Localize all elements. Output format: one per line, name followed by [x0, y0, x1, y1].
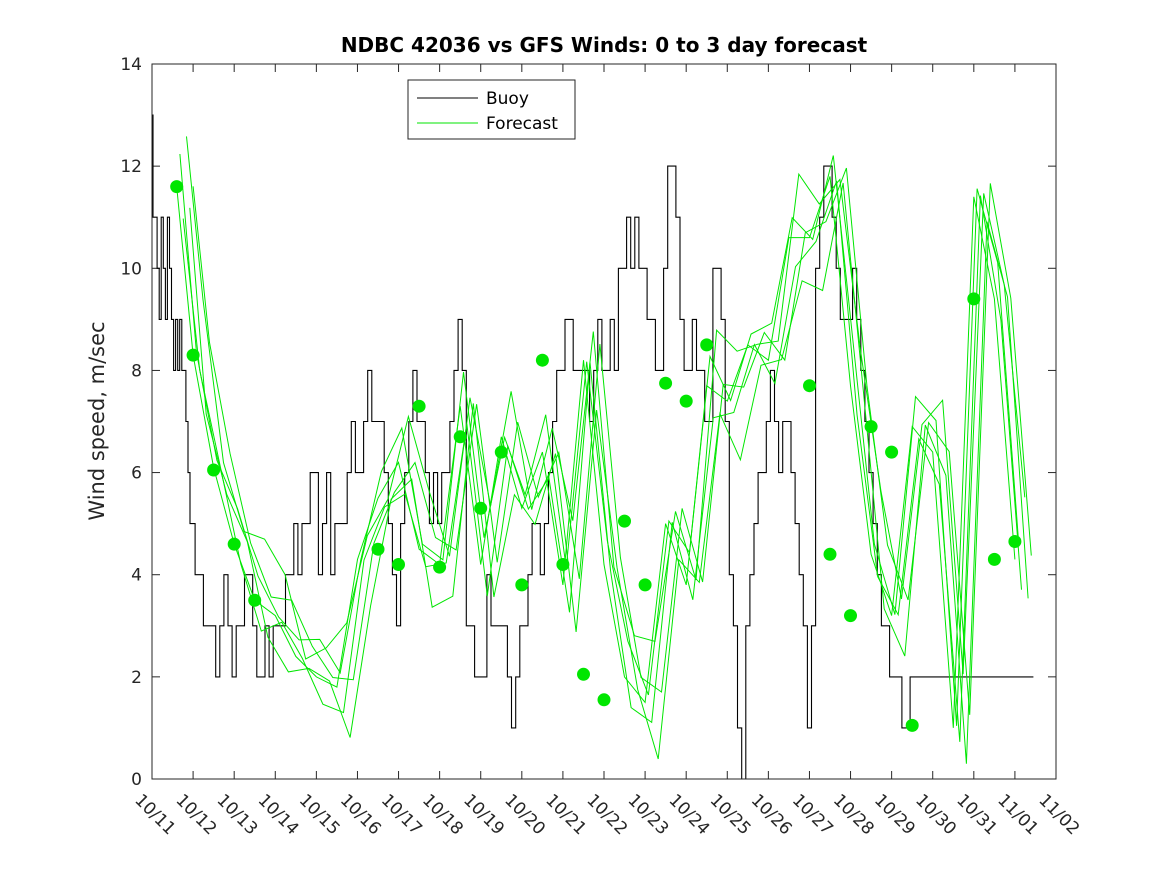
forecast-marker — [577, 667, 590, 681]
axes-background — [152, 64, 1056, 779]
buoy-series — [152, 114, 1034, 780]
y-tick-label: 4 — [131, 566, 142, 586]
forecast-marker — [1008, 535, 1022, 548]
forecast-markers — [170, 180, 1022, 732]
forecast-marker — [371, 542, 385, 556]
forecast-marker — [170, 180, 184, 194]
forecast-line — [182, 180, 1022, 742]
forecast-marker — [597, 693, 611, 707]
axes-frame — [151, 63, 1057, 780]
forecast-marker — [823, 547, 837, 561]
forecast-marker — [864, 420, 878, 434]
forecast-marker — [186, 348, 200, 362]
forecast-marker — [638, 578, 652, 592]
forecast-marker — [659, 376, 673, 390]
y-tick-labels: 0 2 4 6 8 10 12 14 — [120, 55, 142, 790]
forecast-marker — [392, 558, 405, 571]
forecast-marker — [453, 430, 467, 444]
y-tick-label: 2 — [131, 668, 142, 688]
forecast-marker — [556, 558, 570, 571]
forecast-marker — [885, 445, 899, 459]
y-tick-label: 14 — [120, 55, 142, 75]
forecast-marker — [227, 537, 241, 551]
chart-title: NDBC 42036 vs GFS Winds: 0 to 3 day fore… — [341, 33, 868, 57]
forecast-line — [192, 167, 1032, 715]
forecast-marker — [679, 394, 693, 408]
forecast-marker — [433, 560, 447, 574]
forecast-marker — [905, 718, 919, 732]
buoy-line — [152, 114, 1034, 780]
y-axis-label: Wind speed, m/sec — [85, 321, 109, 520]
y-tick-label: 8 — [131, 361, 142, 381]
y-tick-label: 12 — [120, 157, 142, 177]
legend-forecast-label: Forecast — [486, 114, 558, 134]
forecast-marker — [412, 399, 426, 413]
forecast-marker — [248, 593, 262, 607]
forecast-line — [179, 153, 1019, 726]
forecast-marker — [618, 514, 631, 528]
forecast-marker — [844, 609, 857, 623]
forecast-marker — [474, 501, 488, 515]
forecast-line — [189, 182, 1029, 764]
legend-buoy-label: Buoy — [486, 89, 529, 109]
forecast-marker — [515, 578, 529, 592]
forecast-marker — [535, 353, 549, 367]
forecast-marker — [207, 463, 221, 477]
y-tick-label: 10 — [120, 259, 142, 279]
legend-box — [407, 79, 576, 140]
plot-area — [151, 63, 1057, 780]
forecast-marker — [803, 379, 816, 393]
y-tick-label: 6 — [131, 464, 142, 484]
forecast-line — [176, 176, 1016, 728]
forecast-marker — [494, 445, 508, 459]
forecast-series — [176, 136, 1032, 764]
forecast-marker — [700, 338, 714, 352]
forecast-line — [186, 136, 1026, 675]
y-tick-label: 0 — [131, 770, 142, 790]
forecast-marker — [987, 552, 1001, 566]
forecast-marker — [967, 292, 981, 306]
legend: Buoy Forecast — [407, 79, 576, 140]
